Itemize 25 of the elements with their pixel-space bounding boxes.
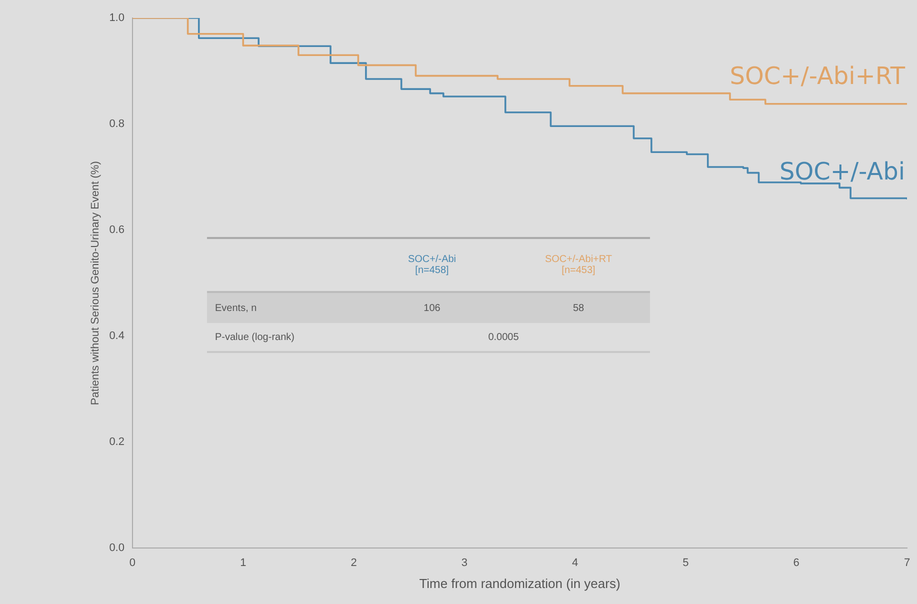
x-tick-label: 6 — [793, 556, 800, 569]
y-tick-label: 0.2 — [109, 436, 124, 448]
x-tick-label: 3 — [461, 556, 468, 569]
x-tick-label: 7 — [904, 556, 910, 569]
y-tick-label: 0.8 — [109, 118, 124, 130]
y-tick-label: 1.0 — [109, 12, 124, 24]
x-tick-label: 5 — [682, 556, 689, 569]
x-tick-label: 2 — [350, 556, 357, 569]
annotation: Events, n — [214, 302, 258, 314]
y-tick-label: 0.6 — [109, 224, 124, 236]
series-label: SOC+/-Abi — [779, 158, 905, 186]
annotation: 0.0005 — [487, 332, 520, 342]
annotation: 58 — [572, 302, 586, 314]
annotation: 106 — [422, 302, 442, 314]
y-tick-label: 0.0 — [109, 542, 124, 554]
y-tick-label: 0.4 — [109, 330, 124, 342]
series-label: SOC+/-Abi+RT — [730, 62, 906, 90]
annotation: SOC+/-Abi+RT [n=453] — [544, 254, 614, 276]
annotation: SOC+/-Abi [n=458] — [406, 254, 458, 276]
annotation: P-value (log-rank) — [214, 332, 296, 342]
x-tick-label: 0 — [129, 556, 136, 569]
x-axis-title: Time from randomization (in years) — [419, 576, 620, 591]
y-axis-title: Patients without Serious Genito-Urinary Event (%) — [90, 161, 102, 406]
x-tick-label: 4 — [572, 556, 578, 569]
x-tick-label: 1 — [240, 556, 246, 569]
